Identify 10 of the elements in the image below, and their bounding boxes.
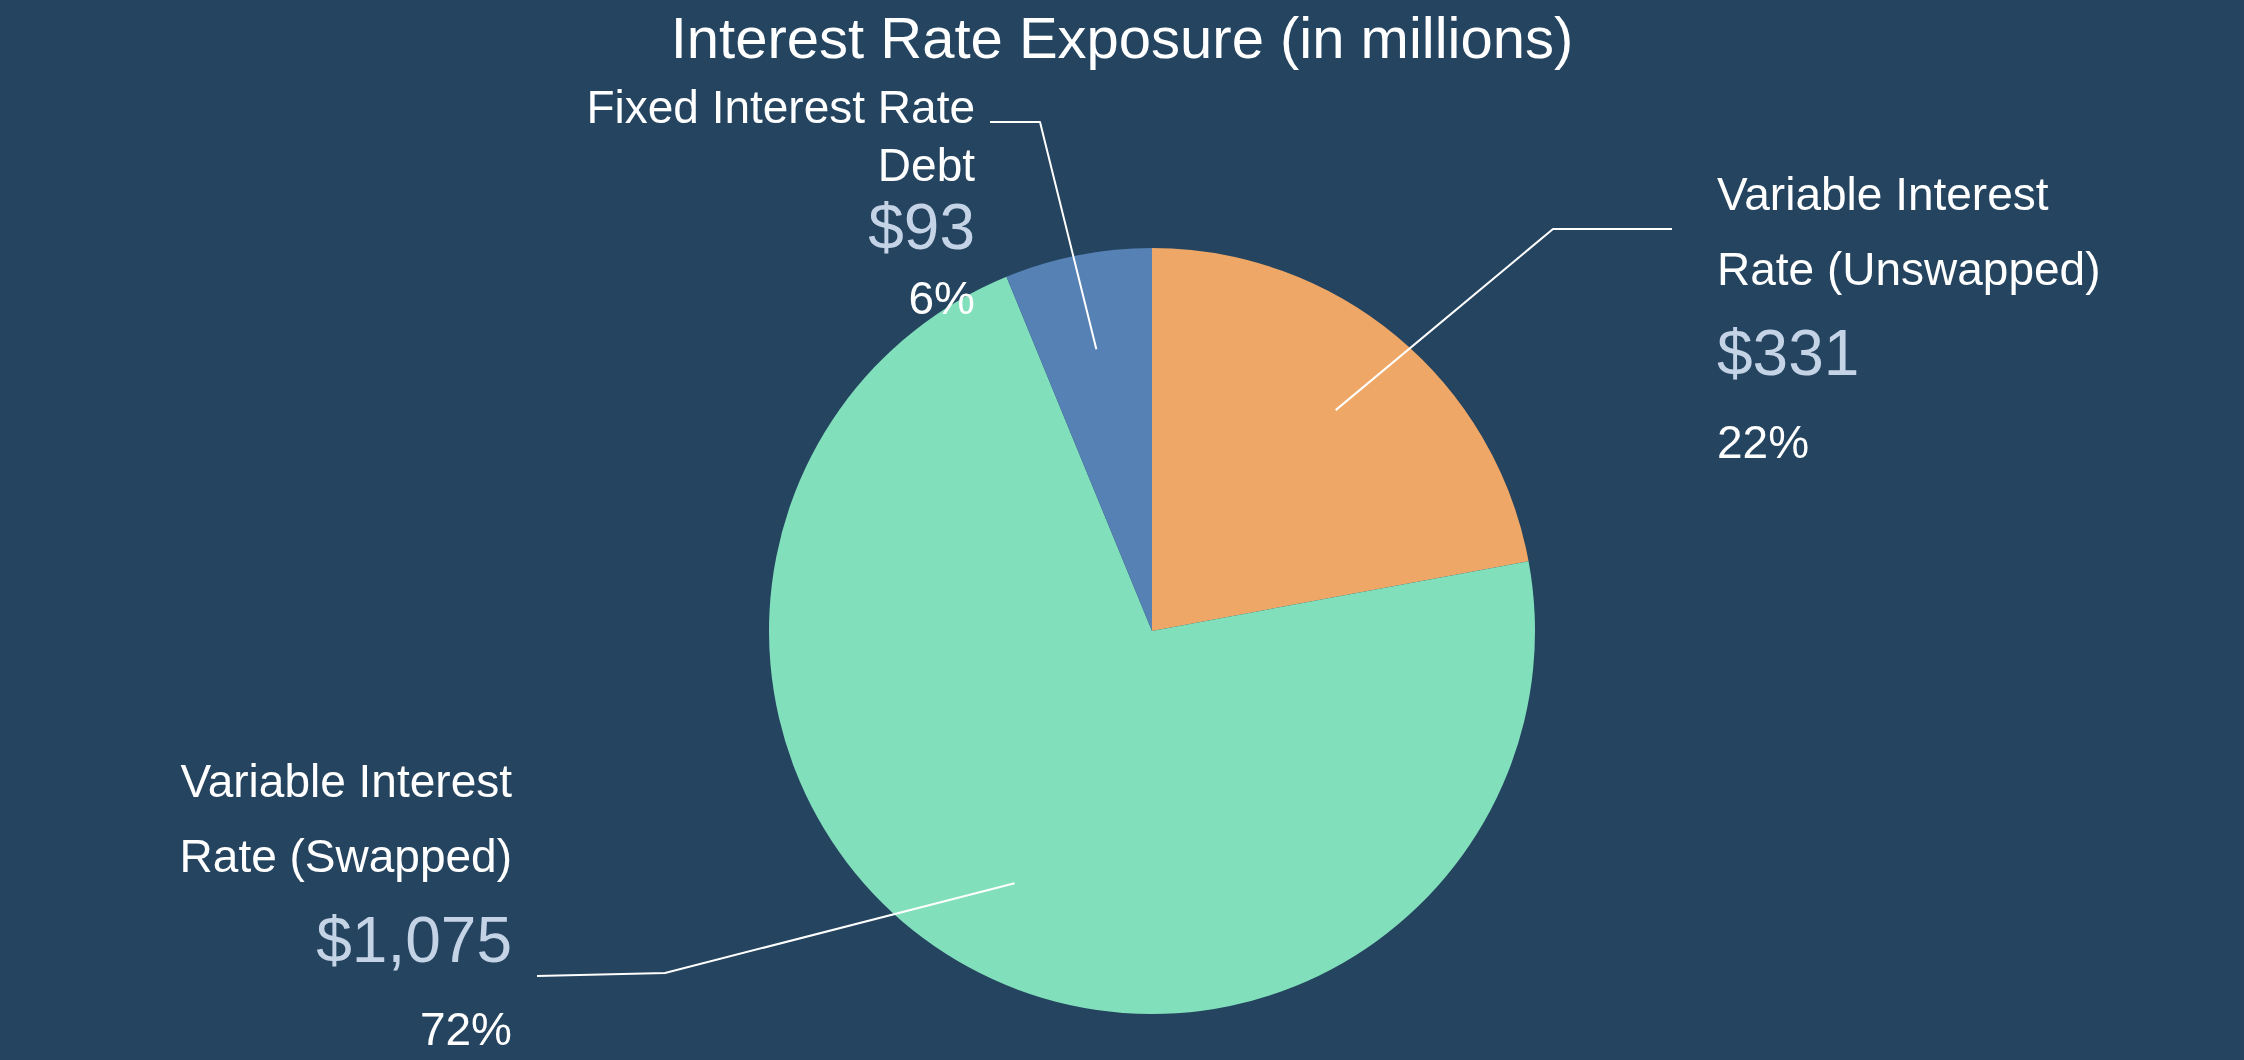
data-label: $1,075 <box>316 903 512 976</box>
data-label: $93 <box>868 190 975 263</box>
slice-label: Variable Interest Rate (Swapped) <box>179 754 513 882</box>
data-label: $331 <box>1717 316 1860 389</box>
chart-title: Interest Rate Exposure (in millions) <box>670 5 1574 70</box>
text: 72% <box>419 1002 512 1055</box>
slice-label: Fixed Interest Rate Debt <box>586 80 976 191</box>
text: 22% <box>1717 415 1810 468</box>
slice-label: Variable Interest Rate (Unswapped) <box>1717 167 2101 295</box>
text: 6% <box>908 271 975 324</box>
